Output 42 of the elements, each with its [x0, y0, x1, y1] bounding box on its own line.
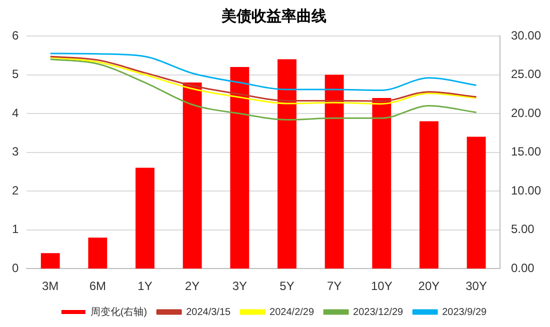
y2-tick-label: 30.00: [510, 28, 542, 42]
bar: [230, 67, 250, 269]
y2-tick-label: 5.00: [510, 222, 535, 236]
y-tick-label: 2: [12, 183, 19, 198]
chart-title: 美债收益率曲线: [220, 7, 326, 26]
legend-label: 2024/2/29: [270, 306, 314, 318]
line-series: [50, 58, 478, 120]
y2-tick-label: 15.00: [510, 144, 542, 159]
bar: [88, 238, 108, 269]
y-tick-label: 0: [12, 260, 19, 275]
bar: [182, 82, 202, 269]
legend-label: 2024/3/15: [186, 306, 231, 318]
legend-label: 2023/9/29: [442, 306, 488, 318]
bar: [324, 74, 344, 269]
x-tick-label: 10Y: [370, 279, 392, 294]
x-tick-label: 3M: [42, 279, 59, 294]
x-tick-label: 7Y: [326, 279, 342, 294]
legend-label: 周变化(右轴): [90, 306, 148, 318]
bar: [278, 59, 296, 269]
y2-tick-label: 25.00: [510, 67, 542, 82]
x-tick-label: 2Y: [184, 279, 200, 294]
y2-tick-label: 20.00: [510, 106, 542, 120]
x-tick-label: 5Y: [280, 279, 294, 294]
y-tick-label: 6: [12, 28, 19, 42]
x-tick-label: 30Y: [466, 279, 487, 294]
y-tick-label: 1: [12, 222, 19, 236]
x-tick-label: 3Y: [232, 279, 247, 294]
y2-tick-label: 0.00: [510, 260, 535, 275]
y-tick-label: 4: [12, 106, 19, 120]
bar: [420, 121, 438, 269]
line-series: [50, 52, 478, 92]
x-tick-label: 20Y: [418, 279, 440, 294]
y-tick-label: 3: [12, 144, 19, 159]
bar: [372, 98, 392, 269]
x-tick-label: 1Y: [138, 279, 152, 294]
y2-tick-label: 10.00: [510, 183, 542, 198]
bar: [136, 168, 154, 269]
legend-label: 2023/12/29: [353, 306, 404, 318]
bar: [466, 136, 486, 269]
bar: [40, 253, 60, 269]
x-tick-label: 6M: [89, 279, 106, 294]
y-tick-label: 5: [12, 67, 19, 82]
